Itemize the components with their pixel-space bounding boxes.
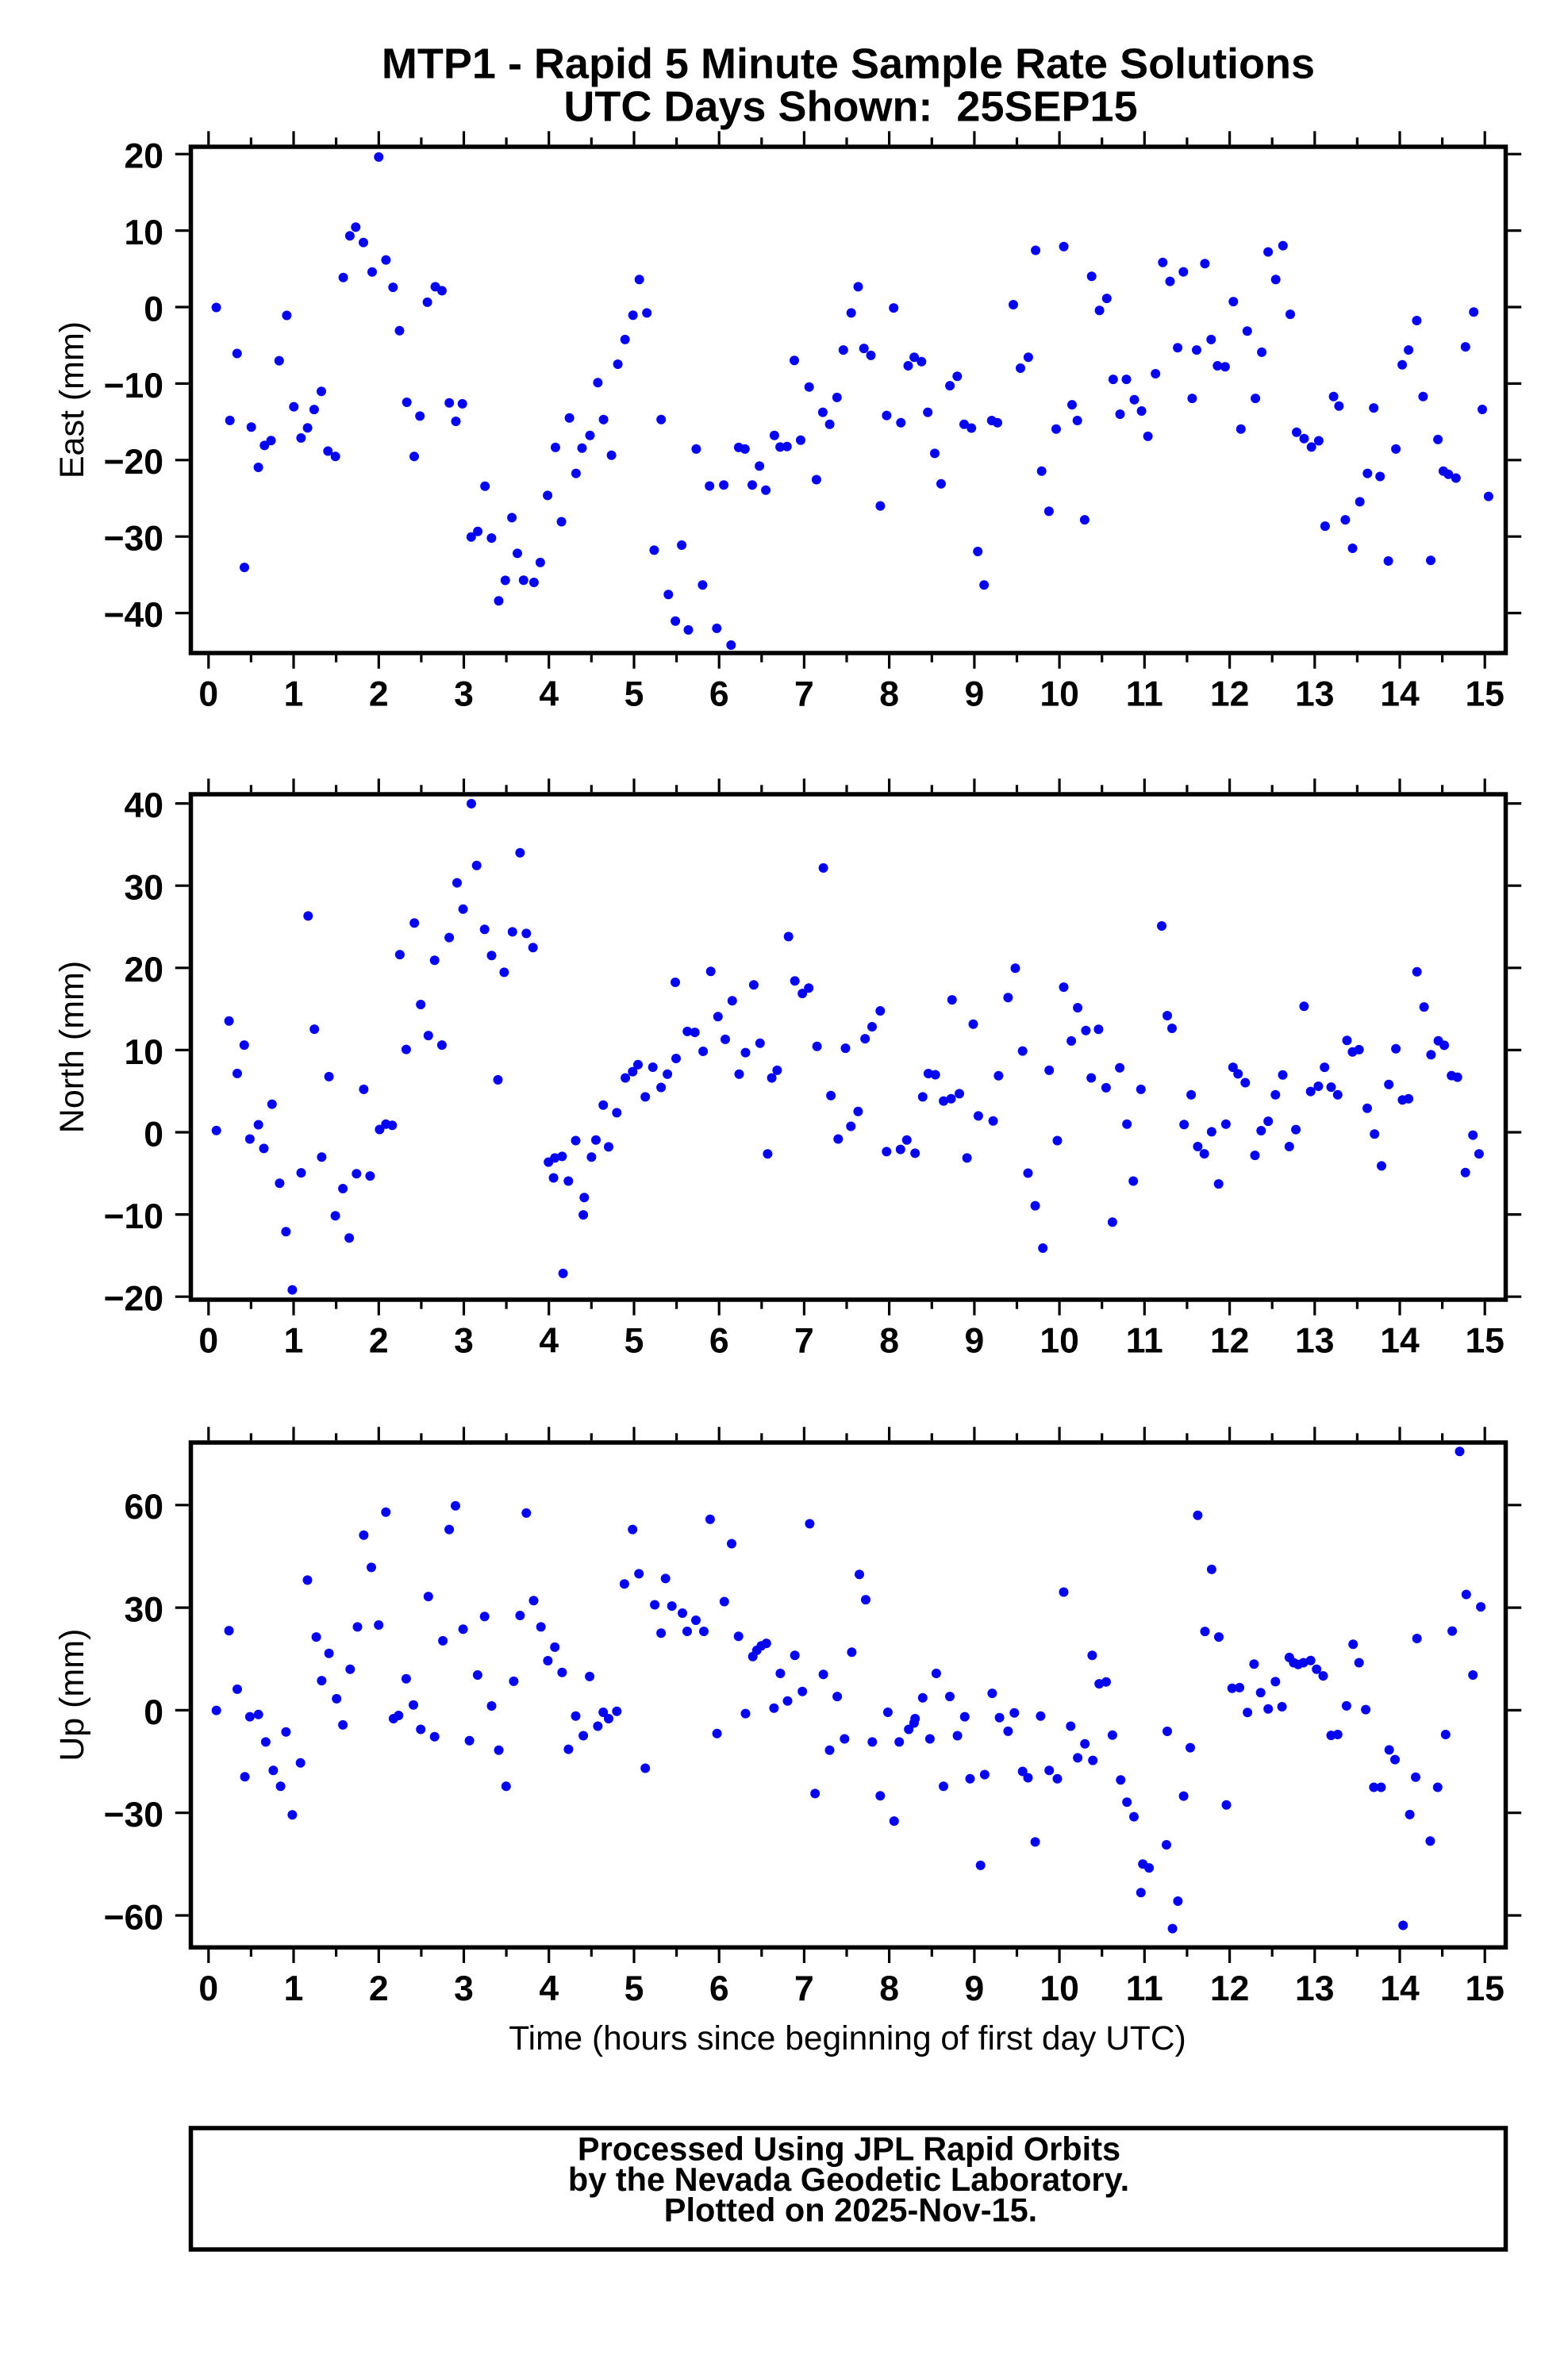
svg-text:40: 40 (125, 786, 164, 825)
svg-text:Time (hours since beginning of: Time (hours since beginning of first day… (509, 2020, 1186, 2057)
svg-text:15: 15 (1465, 1322, 1505, 1361)
svg-text:MTP1 - Rapid 5 Minute Sample R: MTP1 - Rapid 5 Minute Sample Rate Soluti… (382, 40, 1315, 88)
svg-text:4: 4 (539, 1322, 559, 1361)
svg-text:East (mm): East (mm) (53, 321, 91, 478)
svg-text:10: 10 (125, 213, 164, 252)
svg-text:12: 12 (1210, 1322, 1250, 1361)
svg-text:9: 9 (965, 1322, 985, 1361)
svg-text:by the Nevada Geodetic Laborat: by the Nevada Geodetic Laboratory. (568, 2161, 1129, 2198)
svg-text:10: 10 (1040, 1322, 1079, 1361)
svg-text:6: 6 (709, 675, 729, 714)
svg-text:20: 20 (125, 137, 164, 176)
svg-text:30: 30 (125, 869, 164, 908)
svg-text:0: 0 (198, 675, 218, 714)
svg-text:0: 0 (144, 290, 163, 328)
svg-text:15: 15 (1465, 1969, 1505, 2008)
svg-text:60: 60 (125, 1488, 164, 1527)
svg-text:−10: −10 (104, 367, 164, 405)
svg-text:8: 8 (879, 675, 899, 714)
svg-text:−30: −30 (104, 520, 164, 559)
svg-text:30: 30 (125, 1591, 164, 1630)
svg-text:−30: −30 (104, 1796, 164, 1834)
svg-text:9: 9 (965, 1969, 985, 2008)
svg-text:Up (mm): Up (mm) (53, 1629, 91, 1761)
svg-text:−60: −60 (104, 1898, 164, 1937)
svg-text:2: 2 (369, 675, 389, 714)
svg-text:7: 7 (794, 675, 814, 714)
svg-text:14: 14 (1380, 675, 1420, 714)
svg-text:10: 10 (125, 1033, 164, 1072)
svg-text:7: 7 (794, 1969, 814, 2008)
svg-text:3: 3 (454, 675, 474, 714)
svg-text:5: 5 (625, 1969, 644, 2008)
svg-text:6: 6 (709, 1969, 729, 2008)
svg-text:10: 10 (1040, 675, 1079, 714)
svg-text:11: 11 (1126, 675, 1163, 714)
svg-text:3: 3 (454, 1969, 474, 2008)
svg-text:2: 2 (369, 1969, 389, 2008)
svg-text:0: 0 (198, 1969, 218, 2008)
svg-text:0: 0 (198, 1322, 218, 1361)
svg-text:12: 12 (1210, 675, 1250, 714)
svg-text:UTC Days Shown: 25SEP15: UTC Days Shown: 25SEP15 (563, 83, 1137, 131)
svg-text:1: 1 (284, 1969, 304, 2008)
svg-text:0: 0 (144, 1115, 163, 1154)
svg-text:13: 13 (1295, 1969, 1335, 2008)
svg-text:5: 5 (625, 675, 644, 714)
svg-text:3: 3 (454, 1322, 474, 1361)
svg-text:9: 9 (965, 675, 985, 714)
svg-text:1: 1 (284, 675, 304, 714)
svg-text:7: 7 (794, 1322, 814, 1361)
svg-text:11: 11 (1126, 1969, 1163, 2008)
svg-text:−40: −40 (104, 596, 164, 635)
svg-text:4: 4 (539, 1969, 559, 2008)
svg-text:14: 14 (1380, 1969, 1420, 2008)
svg-text:1: 1 (284, 1322, 304, 1361)
svg-text:Processed Using JPL Rapid Orbi: Processed Using JPL Rapid Orbits (578, 2130, 1120, 2168)
svg-text:2: 2 (369, 1322, 389, 1361)
svg-text:13: 13 (1295, 1322, 1335, 1361)
svg-text:4: 4 (539, 675, 559, 714)
svg-text:Plotted on 2025-Nov-15.: Plotted on 2025-Nov-15. (664, 2192, 1037, 2229)
svg-text:North (mm): North (mm) (53, 961, 91, 1133)
svg-text:0: 0 (144, 1693, 163, 1732)
svg-text:8: 8 (879, 1969, 899, 2008)
svg-text:8: 8 (879, 1322, 899, 1361)
svg-text:20: 20 (125, 951, 164, 989)
svg-text:11: 11 (1126, 1322, 1163, 1361)
svg-text:−20: −20 (104, 1280, 164, 1319)
svg-text:10: 10 (1040, 1969, 1079, 2008)
svg-text:12: 12 (1210, 1969, 1250, 2008)
svg-text:13: 13 (1295, 675, 1335, 714)
svg-text:6: 6 (709, 1322, 729, 1361)
svg-text:−20: −20 (104, 443, 164, 482)
svg-text:−10: −10 (104, 1197, 164, 1236)
svg-text:15: 15 (1465, 675, 1505, 714)
svg-text:5: 5 (625, 1322, 644, 1361)
svg-text:14: 14 (1380, 1322, 1420, 1361)
